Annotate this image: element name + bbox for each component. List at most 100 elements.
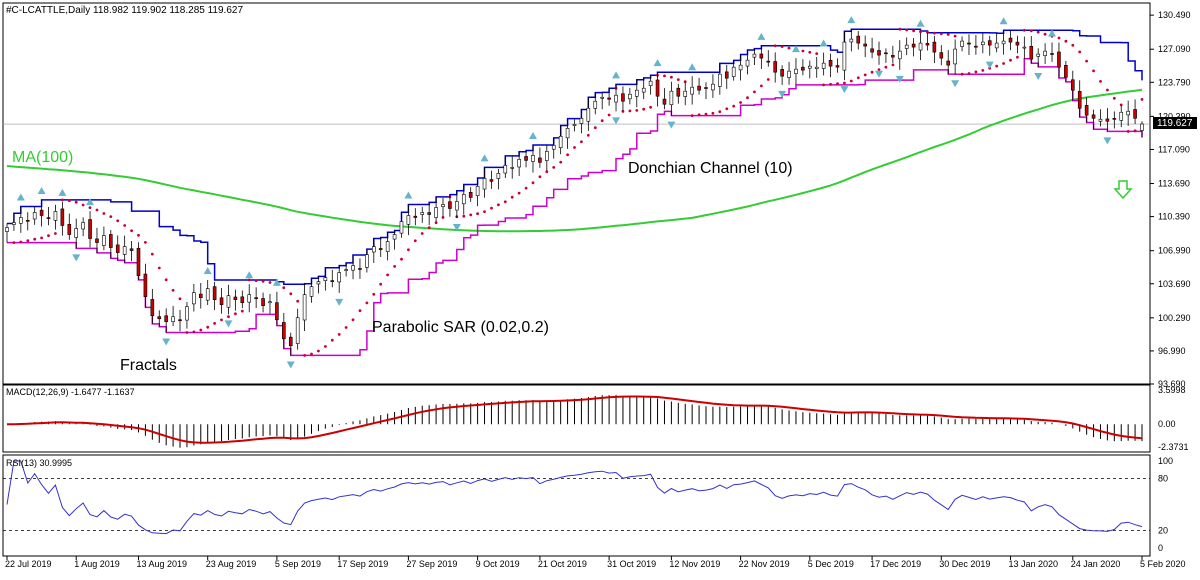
sar-dot [116,219,120,223]
candle-body [1112,118,1117,120]
sar-dot [642,107,646,111]
sar-dot [801,49,805,53]
candle-body [1070,79,1075,91]
x-tick-label: 17 Sep 2019 [337,559,388,569]
candle-body [385,241,390,252]
sar-dot [337,333,341,336]
candle-body [32,212,37,220]
candle-body [1057,51,1061,68]
candle-body [1133,109,1137,119]
sar-dot [891,63,895,67]
sar-dot [926,30,929,34]
candle-body [88,219,92,239]
candle-body [683,90,688,97]
candle-body [74,228,79,238]
sar-dot [1112,96,1116,100]
sar-dot [1022,28,1026,32]
candle-body [932,41,937,53]
sar-dot [981,69,985,72]
candle-body [1050,53,1054,55]
sar-dot [1092,69,1095,73]
sar-dot [407,248,410,252]
sar-dot [1016,55,1019,59]
candle-body [752,53,757,58]
candle-body [441,204,445,207]
candle-body [115,244,120,253]
sar-dot [490,206,493,210]
candle-body [662,98,667,105]
candle-body [330,280,335,282]
sar-dot [953,34,957,38]
sar-dot [829,82,832,86]
sar-dot [946,33,950,36]
sar-dot [123,224,127,227]
candle-body [19,217,23,224]
candle-body [455,201,459,211]
candle-body [524,156,528,161]
candle-body [399,221,404,234]
sar-dot [102,212,106,215]
sar-dot [289,292,293,296]
x-tick-label: 12 Nov 2019 [669,559,720,569]
candle-body [697,85,701,91]
candle-body [641,87,646,93]
sar-dot [400,257,403,261]
fractal-down-icon [162,338,171,346]
sar-dot [524,186,528,190]
sar-dot [545,170,549,174]
candle-body [247,294,252,303]
sar-dot [88,206,92,210]
candle-body [1022,46,1027,49]
candle-body [911,43,916,48]
candle-body [904,44,909,49]
sar-dot [808,50,812,54]
sar-dot [434,221,438,225]
candle-body [67,224,72,235]
candle-body [545,151,549,161]
candle-body [655,79,660,97]
candle-body [974,45,978,48]
candle-body [1015,41,1020,46]
candle-body [718,73,722,87]
sar-dot [663,74,666,78]
sar-dot [1002,62,1005,65]
candle-body [261,298,265,307]
candle-body [81,222,85,230]
sar-dot [552,166,556,169]
x-tick-label: 1 Aug 2019 [74,559,120,569]
fractal-down-icon [1034,72,1043,80]
candle-body [863,43,867,47]
candle-body [143,273,148,297]
sar-dot [330,338,334,342]
candle-body [198,293,203,298]
candle-body [365,254,369,268]
sar-dot [213,322,217,325]
candle-body [517,159,521,168]
y-tick-label: 103.690 [1158,279,1191,289]
fractal-down-icon [224,320,233,328]
macd-title: MACD(12,26,9) -1.6477 -1.1637 [6,387,135,397]
sar-dot [234,312,237,316]
candle-body [870,48,874,53]
sar-dot [1009,58,1012,62]
candle-body [731,66,736,77]
candle-body [122,246,127,255]
fractals-label: Fractals [120,357,177,374]
candle-body [801,66,805,71]
candle-body [787,70,791,78]
sar-dot [635,109,639,112]
sar-dot [317,349,320,353]
sar-dot [559,160,563,164]
candle-body [25,219,30,222]
candle-body [538,157,542,163]
candle-body [828,59,833,67]
rsi-frame [2,454,1151,557]
fractal-up-icon [653,59,662,67]
candle-body [745,59,750,67]
sar-dot [476,212,479,216]
sar-dot [566,153,569,157]
candle-body [233,296,238,301]
candle-body [60,208,65,226]
candle-body [489,179,494,182]
sar-dot [81,203,85,207]
